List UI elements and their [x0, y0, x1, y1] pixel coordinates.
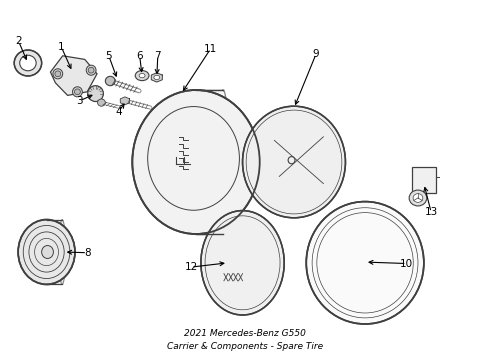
- Polygon shape: [151, 73, 162, 82]
- Polygon shape: [196, 90, 223, 234]
- Polygon shape: [120, 97, 130, 105]
- Ellipse shape: [86, 65, 96, 75]
- Text: 2: 2: [15, 36, 22, 46]
- Ellipse shape: [55, 71, 61, 77]
- Ellipse shape: [135, 71, 149, 81]
- Ellipse shape: [154, 75, 160, 80]
- Ellipse shape: [409, 190, 427, 206]
- Polygon shape: [50, 56, 97, 95]
- Text: 9: 9: [313, 49, 319, 59]
- Ellipse shape: [42, 246, 53, 258]
- Text: 3: 3: [76, 96, 83, 106]
- Text: 5: 5: [105, 51, 112, 61]
- Ellipse shape: [18, 220, 75, 284]
- Ellipse shape: [98, 99, 105, 106]
- Ellipse shape: [53, 69, 63, 79]
- Text: 4: 4: [115, 107, 122, 117]
- Ellipse shape: [73, 87, 82, 97]
- Text: 10: 10: [400, 258, 413, 269]
- Text: 13: 13: [424, 207, 438, 217]
- Ellipse shape: [139, 73, 145, 78]
- Text: 8: 8: [84, 248, 91, 258]
- Ellipse shape: [88, 67, 94, 73]
- Polygon shape: [47, 220, 62, 284]
- Text: 6: 6: [136, 51, 143, 61]
- Ellipse shape: [59, 220, 66, 284]
- Ellipse shape: [413, 194, 423, 202]
- Ellipse shape: [132, 90, 260, 234]
- Text: 12: 12: [184, 262, 198, 272]
- Ellipse shape: [243, 106, 345, 218]
- Ellipse shape: [105, 76, 115, 86]
- Bar: [412, 167, 436, 193]
- Ellipse shape: [20, 55, 36, 71]
- Text: 2021 Mercedes-Benz G550
Carrier & Components - Spare Tire: 2021 Mercedes-Benz G550 Carrier & Compon…: [167, 329, 323, 351]
- Ellipse shape: [201, 211, 284, 315]
- Ellipse shape: [74, 89, 80, 95]
- Ellipse shape: [288, 157, 295, 164]
- Text: 7: 7: [154, 51, 161, 61]
- Text: 11: 11: [204, 44, 218, 54]
- Text: 1: 1: [58, 42, 65, 52]
- Ellipse shape: [14, 50, 42, 76]
- Ellipse shape: [88, 86, 103, 102]
- Ellipse shape: [306, 202, 424, 324]
